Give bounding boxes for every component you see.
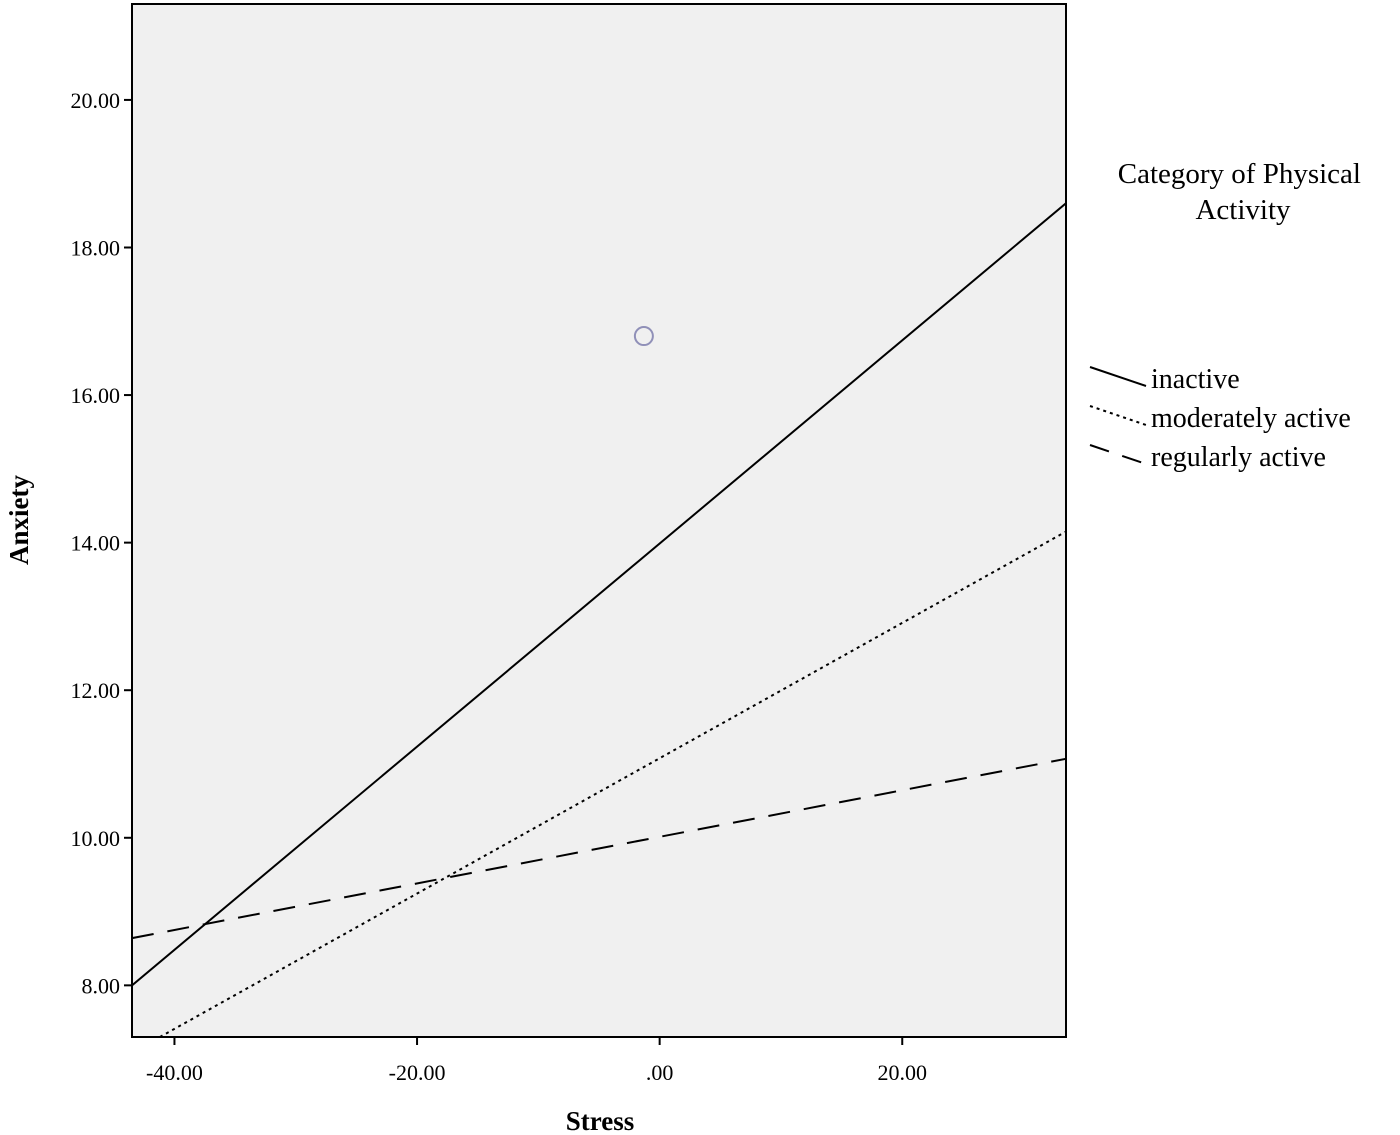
legend-label: moderately active <box>1151 403 1351 434</box>
y-tick-label: 18.00 <box>71 235 121 260</box>
x-tick-label: 20.00 <box>877 1060 927 1085</box>
legend-item-regularly-active: regularly active <box>1089 442 1326 473</box>
y-tick-label: 16.00 <box>71 383 121 408</box>
x-tick-label: -20.00 <box>389 1060 446 1085</box>
y-tick-label: 12.00 <box>71 678 121 703</box>
legend-label: regularly active <box>1151 442 1326 473</box>
legend-title: Category of Physical Activity <box>1118 158 1368 226</box>
legend-label: inactive <box>1151 364 1240 395</box>
data-point <box>633 326 654 347</box>
y-tick-label: 10.00 <box>71 826 121 851</box>
x-tick-label: .00 <box>646 1060 674 1085</box>
legend-item-moderately-active: moderately active <box>1089 403 1351 434</box>
legend-item-inactive: inactive <box>1089 364 1240 395</box>
y-tick-label: 14.00 <box>71 531 121 556</box>
series-line-moderately-active <box>159 530 1065 1036</box>
x-tick-label: -40.00 <box>146 1060 203 1085</box>
x-axis-title: Stress <box>566 1106 635 1135</box>
y-tick-label: 8.00 <box>82 973 121 998</box>
legend: Category of Physical Activity inactive mo… <box>1089 158 1368 473</box>
series-line-regularly-active <box>133 758 1065 939</box>
legend-swatch <box>1089 444 1147 465</box>
legend-swatch <box>1089 366 1147 387</box>
plot-area <box>131 3 1067 1038</box>
series-line-inactive <box>133 202 1065 986</box>
legend-swatch <box>1089 405 1147 426</box>
y-tick-label: 20.00 <box>71 88 121 113</box>
y-axis-title: Anxiety <box>4 475 34 565</box>
